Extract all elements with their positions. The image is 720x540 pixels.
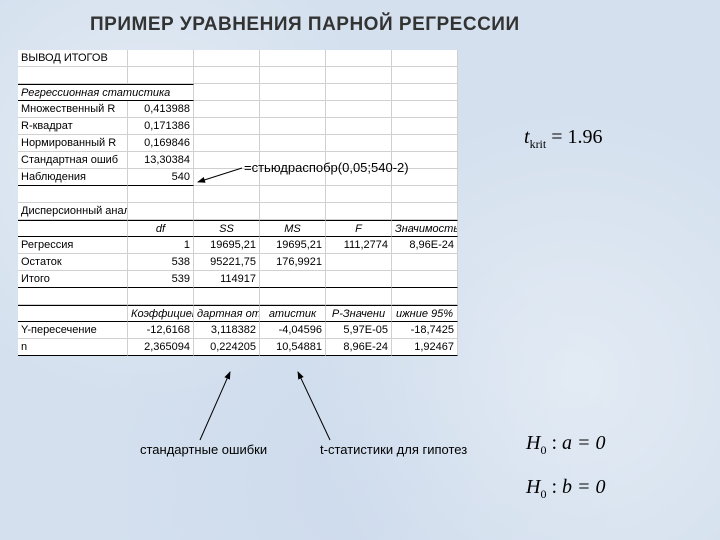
res-ss: 95221,75 [194, 254, 260, 271]
x-t: 10,54881 [260, 339, 326, 356]
slide-title: ПРИМЕР УРАВНЕНИЯ ПАРНОЙ РЕГРЕССИИ [90, 14, 520, 36]
se-annotation: стандартные ошибки [140, 442, 267, 457]
x-se: 0,224205 [194, 339, 260, 356]
hdr-sig: Значимость [392, 220, 458, 237]
formula-annotation: =стьюдраспобр(0,05;540-2) [244, 160, 409, 175]
hdr-lo: ижние 95% [392, 305, 458, 322]
section-regstat: Регрессионная статистика [18, 84, 194, 101]
x-lo: 1,92467 [392, 339, 458, 356]
hdr-coef: Коэффициент [128, 305, 194, 322]
hdr-f: F [326, 220, 392, 237]
formula-tkrit: tkrit = 1.96 [524, 126, 603, 152]
formula-h0a: H0 : a = 0 [526, 432, 606, 458]
reg-f: 111,2774 [326, 237, 392, 254]
int-t: -4,04596 [260, 322, 326, 339]
val-r2: 0,171386 [128, 118, 194, 135]
regression-output-table: ВЫВОД ИТОГОВ Регрессионная статистика Мн… [18, 50, 458, 356]
int-c: -12,6168 [128, 322, 194, 339]
int-p: 5,97E-05 [326, 322, 392, 339]
label-r2: R-квадрат [18, 118, 128, 135]
formula-h0b: H0 : b = 0 [526, 476, 606, 502]
hdr-cse: дартная от [194, 305, 260, 322]
hdr-df: df [128, 220, 194, 237]
hdr-ss: SS [194, 220, 260, 237]
label-n: Наблюдения [18, 169, 128, 186]
hdr-t: атистик [260, 305, 326, 322]
val-se: 13,30384 [128, 152, 194, 169]
res-df: 538 [128, 254, 194, 271]
tot-ss: 114917 [194, 271, 260, 288]
val-n: 540 [128, 169, 194, 186]
cell-heading: ВЫВОД ИТОГОВ [18, 50, 128, 67]
reg-ms: 19695,21 [260, 237, 326, 254]
reg-ss: 19695,21 [194, 237, 260, 254]
label-res: Остаток [18, 254, 128, 271]
int-se: 3,118382 [194, 322, 260, 339]
x-p: 8,96E-24 [326, 339, 392, 356]
reg-sig: 8,96E-24 [392, 237, 458, 254]
label-tot: Итого [18, 271, 128, 288]
section-anova: Дисперсионный анализ [18, 203, 128, 220]
label-intercept: Y-пересечение [18, 322, 128, 339]
int-lo: -18,7425 [392, 322, 458, 339]
res-ms: 176,9921 [260, 254, 326, 271]
hdr-ms: MS [260, 220, 326, 237]
hdr-p: P-Значени [326, 305, 392, 322]
val-adjr2: 0,169846 [128, 135, 194, 152]
label-se: Стандартная ошиб [18, 152, 128, 169]
val-multR: 0,413988 [128, 101, 194, 118]
label-multR: Множественный R [18, 101, 128, 118]
t-annotation: t-статистики для гипотез [320, 442, 467, 457]
tot-df: 539 [128, 271, 194, 288]
reg-df: 1 [128, 237, 194, 254]
label-reg: Регрессия [18, 237, 128, 254]
label-xvar: n [18, 339, 128, 356]
x-c: 2,365094 [128, 339, 194, 356]
label-adjr2: Нормированный R [18, 135, 128, 152]
